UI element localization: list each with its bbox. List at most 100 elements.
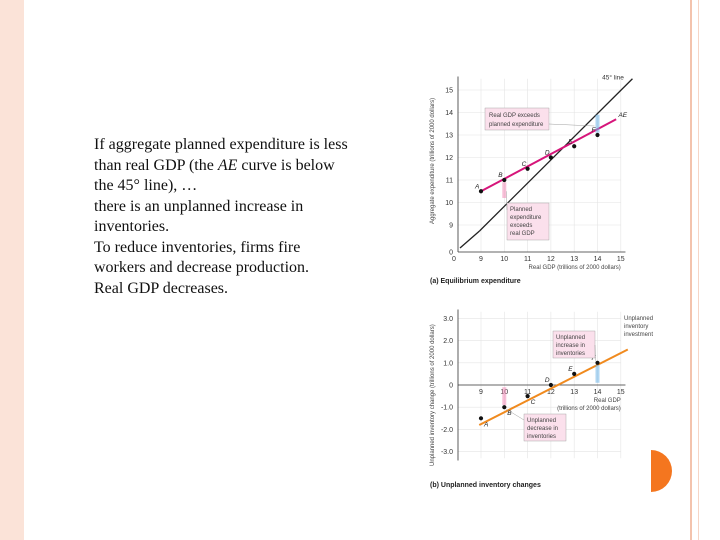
point-label-b: B	[498, 172, 503, 179]
x-axis-label-line1: Real GDP	[594, 398, 621, 404]
point-d	[548, 382, 554, 388]
annotation-lower-line2: expenditure	[510, 215, 542, 221]
point-label-c: C	[531, 399, 536, 406]
annotation-increase-line3: inventories	[556, 351, 585, 357]
annotation-lower-line1: Planned	[510, 207, 532, 213]
y-tick-label: 14	[445, 110, 453, 117]
series-45-line-lower	[459, 230, 480, 249]
annotation-lower-line4: real GDP	[510, 231, 535, 237]
point-d	[548, 155, 554, 160]
chart-b-title: (b) Unplanned inventory changes	[430, 482, 541, 489]
point-c	[525, 166, 530, 171]
y-tick-label: 2.0	[443, 338, 453, 345]
annotation-leader-decrease	[506, 409, 525, 421]
point-label-d: D	[545, 377, 550, 384]
chart-a: 0 9 10 11 12 13 14 15 0 9 10 11 12 13 14 15 Real GDP (tr…	[430, 74, 633, 285]
slide-frame-right-inner	[698, 0, 699, 540]
y-tick-label: 15	[445, 88, 453, 95]
point-c	[525, 394, 530, 399]
point-label-f: F	[592, 355, 597, 362]
y-tick-label: 12	[445, 155, 453, 162]
point-e	[572, 144, 577, 149]
x-axis-label-line2: (trillions of 2000 dollars)	[557, 406, 621, 412]
text-line-3: To reduce inventories, firms fire worker…	[94, 238, 310, 277]
slide-text: If aggregate planned expenditure is less…	[94, 135, 354, 299]
annotation-box-upper	[484, 107, 550, 131]
point-label-a: A	[474, 183, 479, 190]
point-b	[502, 177, 507, 183]
series-label-line3: investment	[624, 332, 653, 338]
x-tick-label: 11	[524, 256, 531, 263]
decorative-half-circle	[651, 450, 672, 492]
annotation-box-increase	[552, 330, 596, 359]
y-axis-label: Aggregate expenditure (trillions of 2000…	[430, 98, 436, 224]
x-tick-label: 15	[617, 256, 625, 263]
x-tick-label: 11	[524, 389, 531, 396]
label-ae-line: AE	[617, 112, 627, 119]
text-line-2: there is an unplanned increase in invent…	[94, 197, 304, 236]
x-tick-label: 12	[547, 389, 555, 396]
label-45-line: 45° line	[602, 74, 624, 82]
annotation-leader-lower	[506, 191, 508, 211]
point-label-c: C	[522, 161, 527, 168]
text-line-4: Real GDP decreases.	[94, 279, 229, 297]
y-tick-label: 1.0	[443, 360, 453, 367]
series-label-line2: inventory	[624, 324, 648, 330]
annotation-box-decrease	[523, 413, 567, 442]
y-tick-label: 9	[449, 223, 453, 230]
y-tick-label: 3.0	[443, 316, 453, 323]
y-tick-label: -3.0	[441, 449, 453, 456]
y-tick-label: 11	[446, 178, 453, 185]
point-b	[502, 405, 507, 410]
x-tick-label: 0	[452, 256, 456, 263]
text-line-1: If aggregate planned expenditure is less…	[94, 136, 348, 194]
chart-a-title: (a) Equilibrium expenditure	[430, 278, 521, 285]
y-axis-label: Unplanned inventory change (trillions of…	[430, 324, 436, 466]
series-inventory-line	[478, 348, 629, 426]
point-f	[595, 360, 600, 365]
series-45-line	[479, 78, 633, 232]
x-tick-label: 12	[547, 256, 555, 263]
slide-frame-left	[0, 0, 24, 540]
x-tick-label: 10	[500, 256, 508, 263]
y-tick-label: 10	[445, 200, 453, 207]
x-tick-label: 9	[479, 256, 483, 263]
annotation-lower-line3: exceeds	[510, 223, 532, 229]
annotation-box-lower	[506, 202, 550, 241]
x-tick-label: 14	[594, 256, 602, 263]
annotation-leader-increase	[594, 344, 596, 361]
chart-b: 91011121314153.02.01.00-1.0-2.0-3.0Real …	[430, 309, 653, 489]
point-label-e: E	[568, 366, 573, 373]
point-f	[595, 132, 600, 138]
x-tick-label: 13	[570, 389, 578, 396]
point-label-d: D	[545, 150, 550, 157]
slide-frame-right	[690, 0, 692, 540]
y-tick-label: 0	[449, 383, 453, 390]
x-tick-label: 13	[570, 256, 578, 263]
annotation-decrease-line1: Unplanned	[527, 418, 556, 424]
point-label-f: F	[592, 127, 597, 134]
annotation-increase-line2: increase in	[556, 343, 585, 349]
point-label-a: A	[483, 421, 488, 428]
series-label-line1: Unplanned	[624, 316, 653, 322]
point-e	[572, 371, 577, 376]
y-tick-label: -1.0	[441, 405, 453, 412]
x-tick-label: 15	[617, 389, 625, 396]
annotation-increase-line1: Unplanned	[556, 335, 585, 341]
x-axis-label: Real GDP (trillions of 2000 dollars)	[529, 265, 621, 271]
x-tick-label: 9	[479, 389, 483, 396]
y-tick-label: 13	[445, 133, 453, 140]
y-tick-label: -2.0	[441, 427, 453, 434]
annotation-decrease-line2: decrease in	[527, 426, 558, 432]
annotation-leader-upper	[548, 123, 595, 127]
annotation-upper-line2: planned expenditure	[489, 122, 544, 128]
point-a	[478, 189, 484, 194]
x-tick-label: 14	[594, 389, 602, 396]
annotation-decrease-line3: inventories	[527, 434, 556, 440]
point-label-b: B	[507, 410, 512, 417]
y-tick-label: 0	[449, 250, 453, 257]
point-a	[478, 416, 484, 421]
annotation-upper-line1: Real GDP exceeds	[489, 113, 540, 119]
point-label-e: E	[568, 138, 573, 145]
